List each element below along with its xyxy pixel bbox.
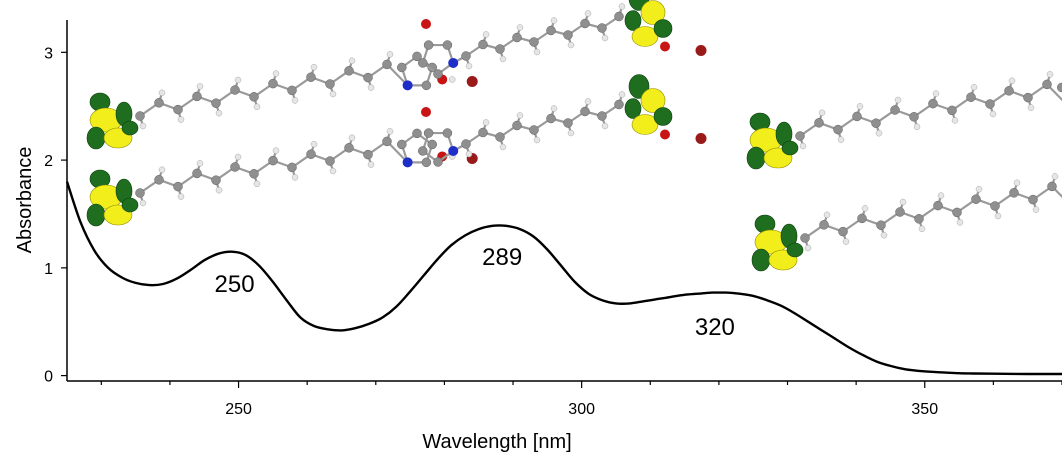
molecule-right-top — [746, 71, 1062, 170]
x-tick-label: 300 — [568, 401, 595, 418]
molecule-center-top — [418, 0, 707, 79]
peak-annotations: 250 289 320 — [215, 244, 735, 341]
peak-label-250: 250 — [215, 271, 255, 298]
chart-ticks: 250 300 350 0 1 2 3 — [44, 45, 1062, 418]
molecule-left-bottom — [86, 128, 478, 227]
peak-label-289: 289 — [482, 244, 522, 271]
molecule-left-top — [86, 51, 478, 150]
molecule-center-bottom — [418, 74, 707, 167]
x-tick-label: 350 — [911, 401, 938, 418]
molecule-right-bottom — [751, 173, 1062, 272]
molecular-orbital-illustrations — [86, 0, 1062, 272]
y-axis-label: Absorbance — [14, 147, 36, 254]
x-tick-label: 250 — [225, 401, 252, 418]
y-tick-label: 1 — [44, 261, 53, 278]
peak-label-320: 320 — [695, 314, 735, 341]
x-axis-label: Wavelength [nm] — [422, 431, 571, 453]
absorbance-curve — [65, 181, 1062, 376]
y-tick-label: 2 — [44, 153, 53, 170]
y-tick-label: 3 — [44, 45, 53, 62]
y-tick-label: 0 — [44, 369, 53, 386]
chart-axes — [66, 20, 1062, 382]
